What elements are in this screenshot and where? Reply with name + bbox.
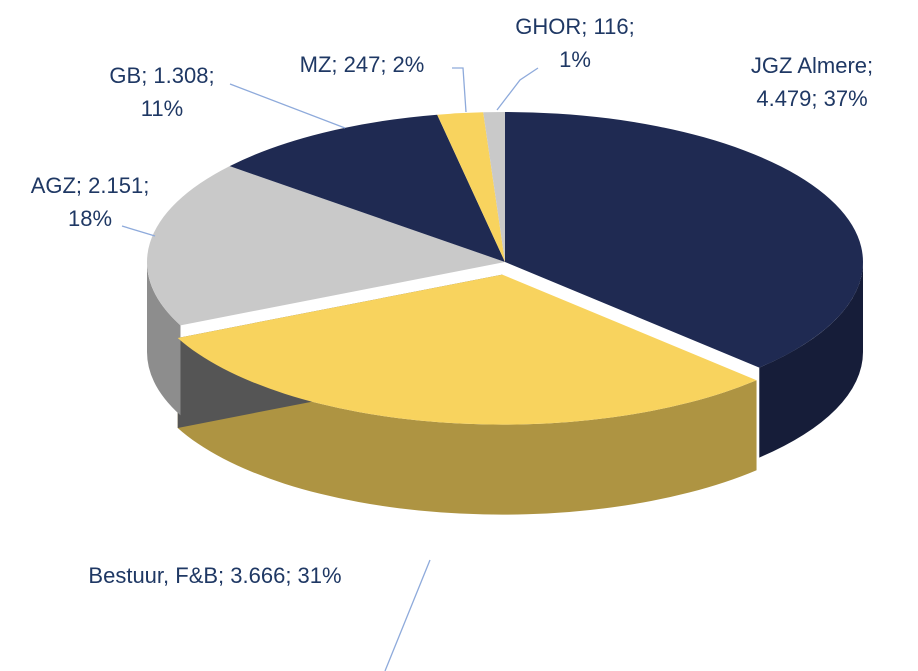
data-label: GB; 1.308; — [109, 63, 214, 88]
data-label: JGZ Almere; — [751, 53, 873, 78]
data-label: Bestuur, F&B; 3.666; 31% — [88, 563, 341, 588]
data-label: 11% — [141, 96, 183, 121]
pie-slice — [147, 166, 505, 326]
pie-slice — [229, 114, 506, 262]
leader-line — [229, 83, 346, 129]
pie-wall — [147, 262, 181, 416]
pie-slice — [177, 274, 757, 425]
data-label: MZ; 247; 2% — [300, 52, 425, 77]
pie-slice — [483, 112, 505, 262]
data-label: 18% — [68, 206, 112, 231]
labels: JGZ Almere; 4.479; 37% Bestuur, F&B; 3.666… — [31, 14, 873, 588]
pie-tops — [147, 112, 863, 425]
data-label: 4.479; 37% — [756, 86, 867, 111]
leader-line — [384, 559, 431, 671]
pie-wall — [177, 337, 757, 515]
pie-slice — [505, 112, 863, 368]
leaders — [121, 67, 539, 671]
data-label: GHOR; 116; — [515, 14, 634, 39]
leader-line — [121, 225, 156, 237]
pie-slice — [437, 112, 505, 262]
data-label: 1% — [559, 47, 591, 72]
leader-line — [452, 67, 467, 113]
data-label: AGZ; 2.151; — [31, 173, 150, 198]
leader-line — [496, 67, 539, 111]
pie-wall — [759, 262, 863, 458]
